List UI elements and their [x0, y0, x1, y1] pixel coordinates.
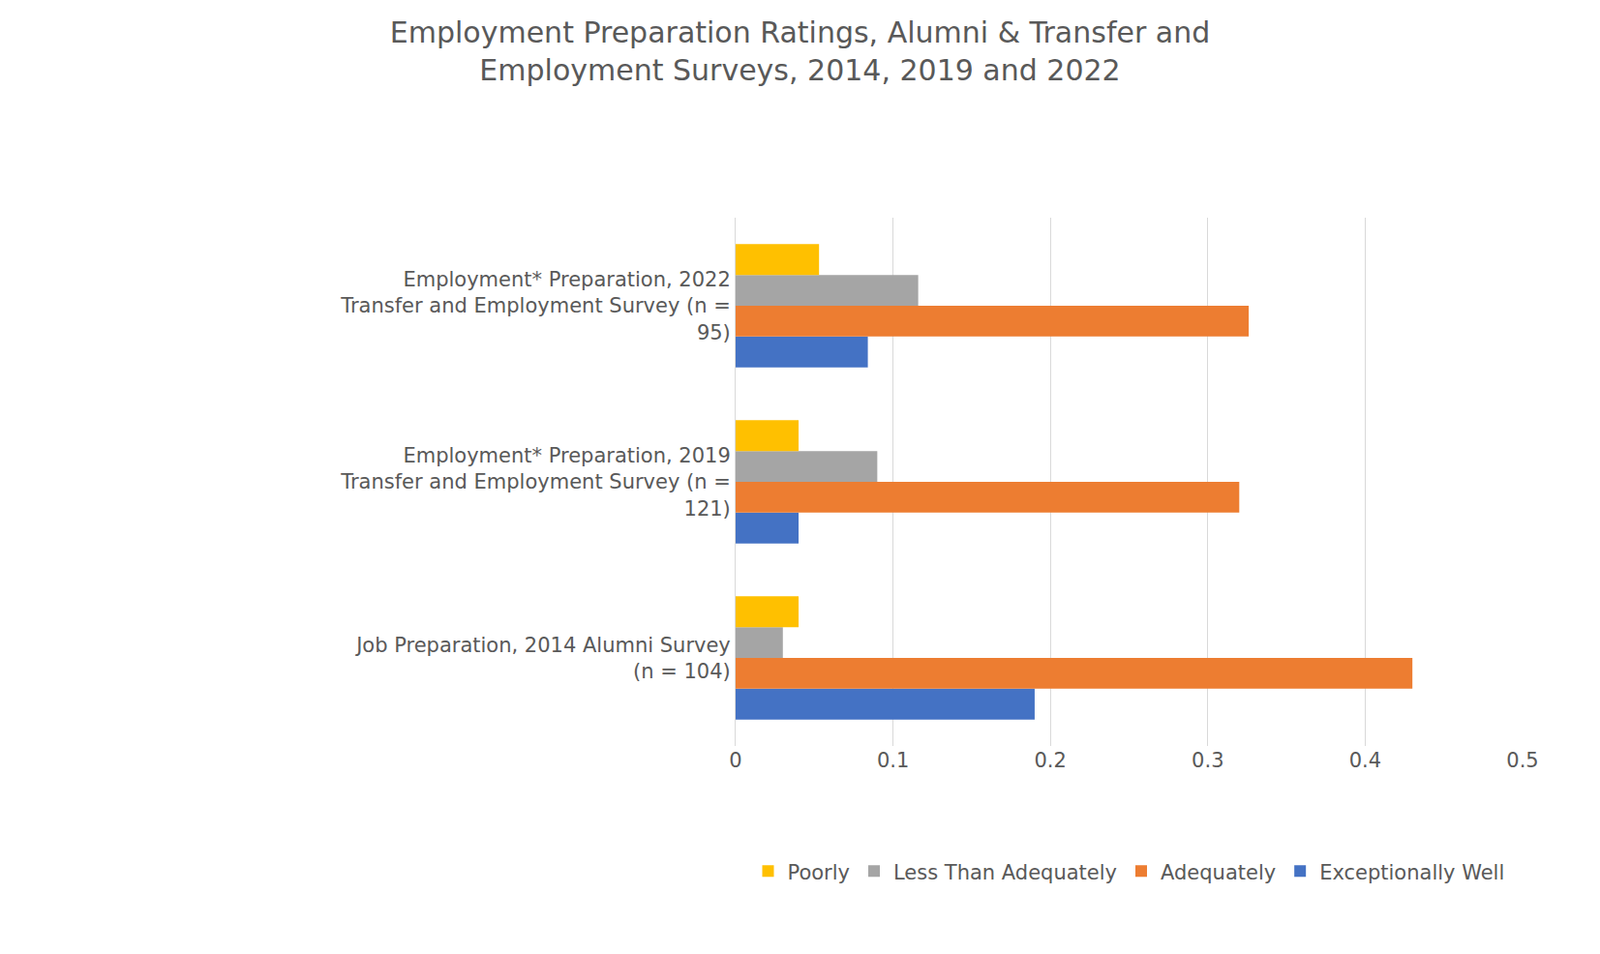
svg-text:Employment* Preparation, 2022T: Employment* Preparation, 2022Transfer an… — [339, 268, 731, 345]
svg-text:Adequately: Adequately — [1160, 861, 1276, 885]
svg-text:Job Preparation, 2014 Alumni S: Job Preparation, 2014 Alumni Survey(n = … — [354, 633, 731, 684]
svg-text:0.2: 0.2 — [1033, 749, 1066, 773]
svg-text:0: 0 — [728, 749, 742, 773]
svg-text:0.3: 0.3 — [1191, 749, 1224, 773]
svg-text:0.1: 0.1 — [876, 749, 909, 773]
svg-text:Exceptionally Well: Exceptionally Well — [1319, 861, 1505, 885]
svg-text:Less Than Adequately: Less Than Adequately — [893, 861, 1117, 885]
svg-text:Poorly: Poorly — [787, 861, 851, 885]
svg-text:Employment Preparation Ratings: Employment Preparation Ratings, Alumni &… — [390, 15, 1210, 88]
svg-text:0.4: 0.4 — [1349, 749, 1382, 773]
svg-text:0.5: 0.5 — [1506, 749, 1539, 773]
svg-text:Employment* Preparation, 2019T: Employment* Preparation, 2019Transfer an… — [339, 444, 731, 521]
